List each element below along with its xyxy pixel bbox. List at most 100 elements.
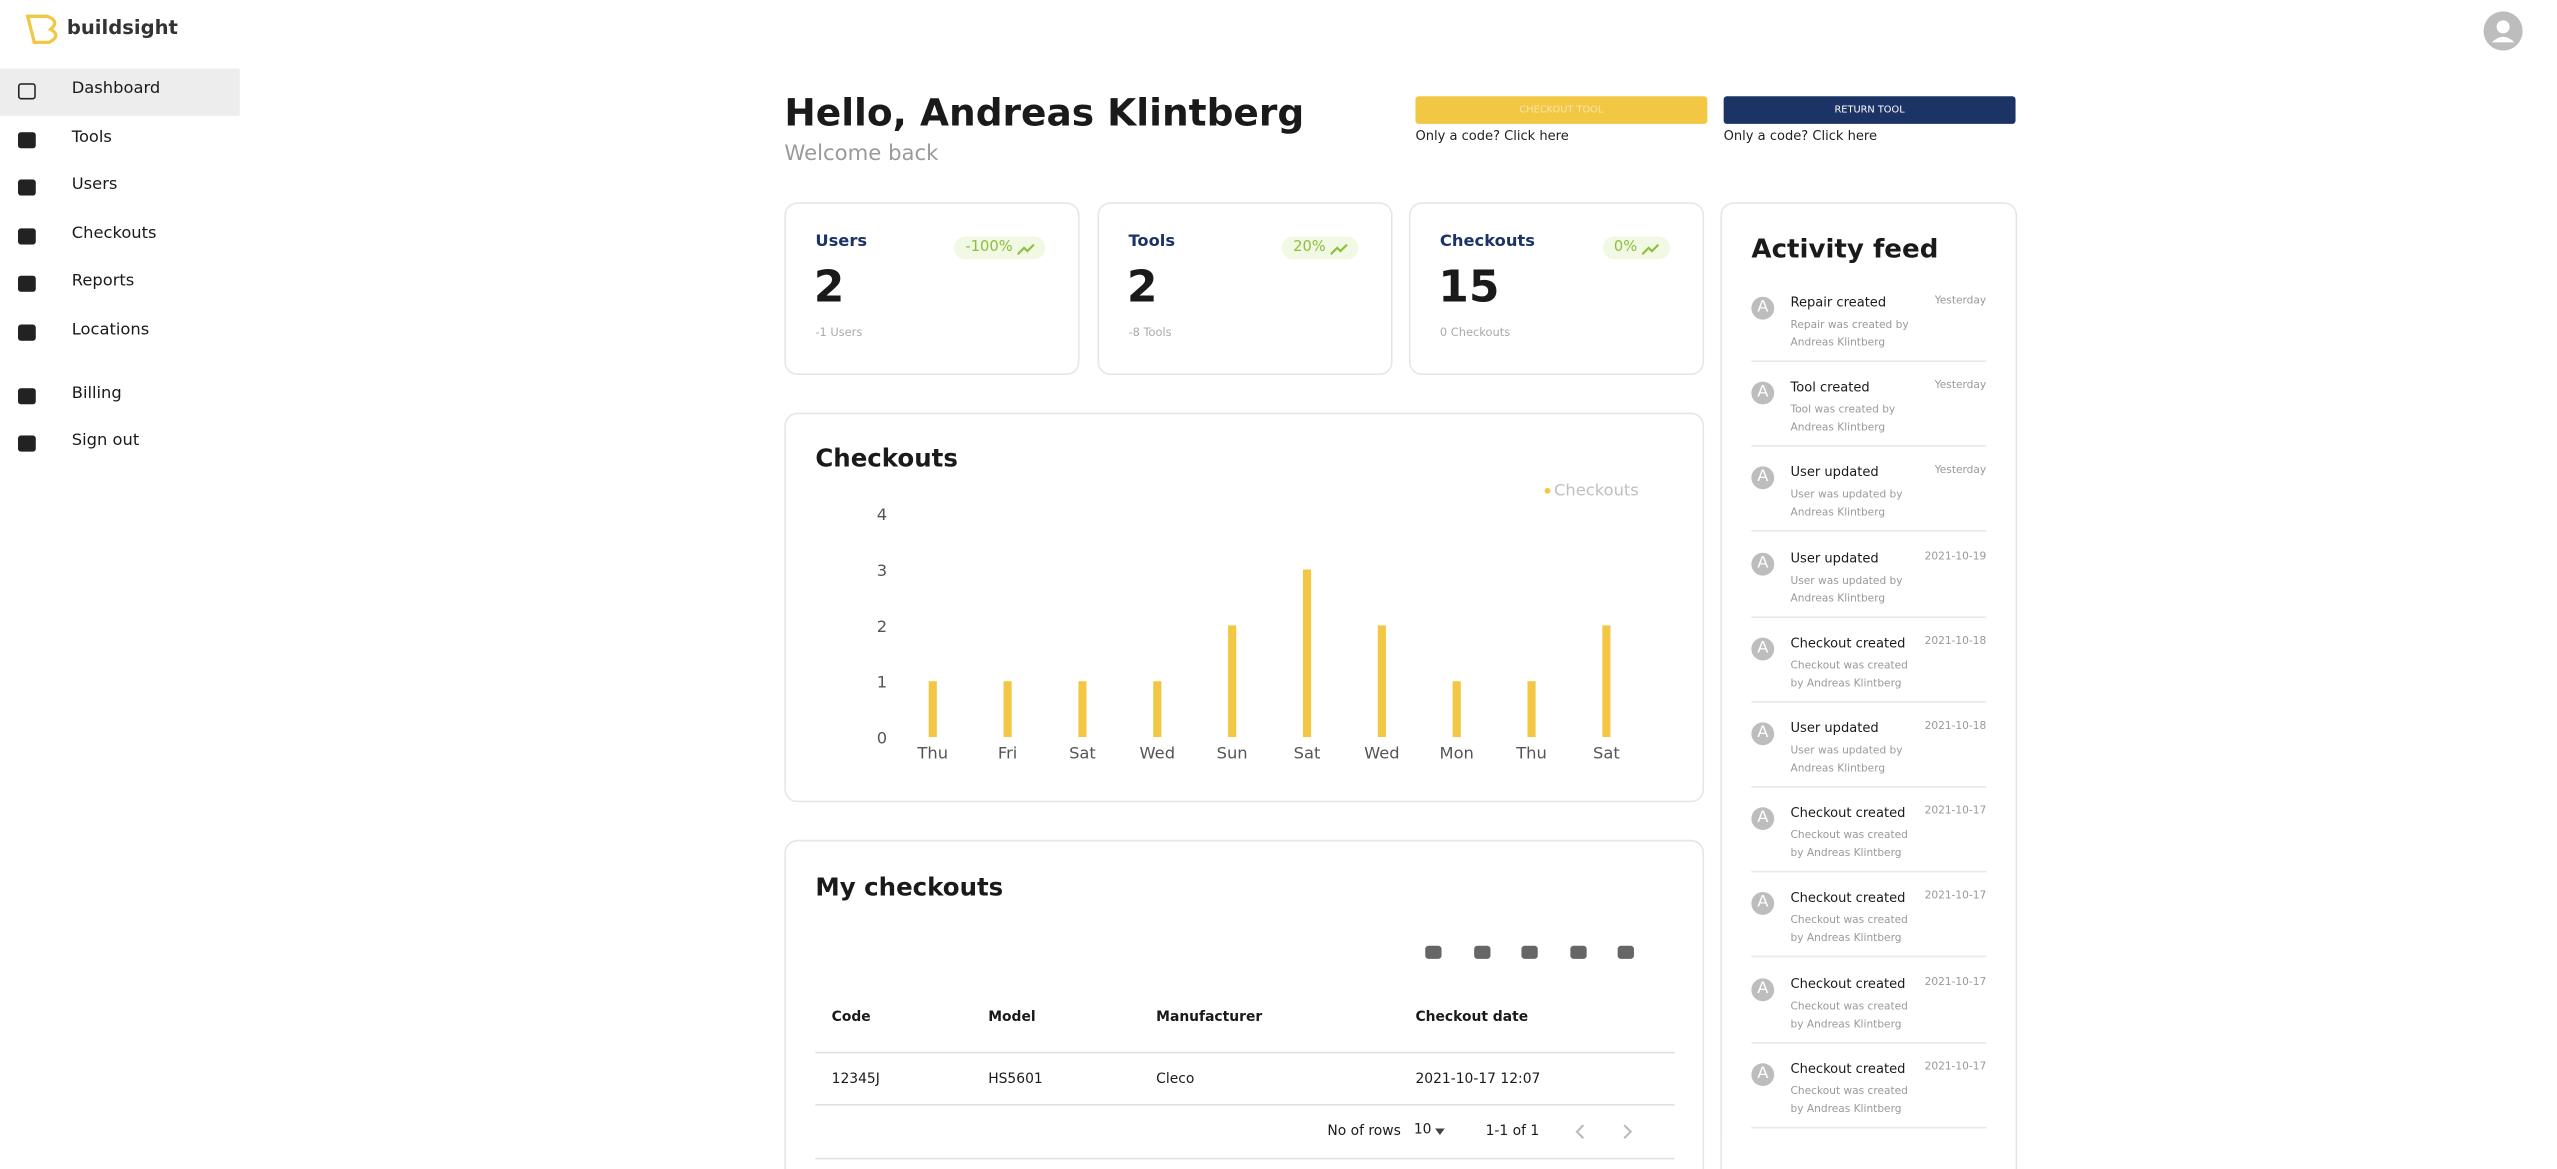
- activity-item-title: Checkout created: [1790, 805, 1906, 821]
- activity-divider: [1751, 700, 1987, 703]
- activity-avatar: A: [1751, 296, 1775, 320]
- nav-icon: [17, 228, 36, 245]
- x-tick-label: Sat: [1294, 743, 1321, 762]
- bar: [1452, 681, 1461, 738]
- nav-item[interactable]: Locations: [71, 321, 150, 340]
- x-tick-label: Wed: [1140, 743, 1176, 762]
- stat-value: 2: [1126, 262, 1158, 314]
- trend-line: [1017, 243, 1035, 256]
- nav-item[interactable]: Sign out: [71, 432, 140, 451]
- toolbar-icon: [1425, 945, 1442, 959]
- nav-item[interactable]: Checkouts: [71, 225, 157, 243]
- row-divider: [815, 1051, 1675, 1054]
- x-tick-label: Thu: [1515, 743, 1547, 762]
- icon-shape: [17, 228, 36, 245]
- x-tick-label: Sat: [1593, 743, 1620, 762]
- column-header[interactable]: Checkout date: [1415, 1009, 1529, 1026]
- stat-change: 20%: [1281, 236, 1359, 260]
- stat-card: Users -100% 2 -1 Users: [784, 202, 1080, 376]
- rows-select[interactable]: 10: [1413, 1121, 1432, 1139]
- icon-shape: [17, 388, 36, 405]
- toolbar-icon: [1521, 945, 1538, 959]
- brand: buildsight: [66, 16, 178, 40]
- x-tick-label: Sat: [1069, 743, 1096, 762]
- bar: [1153, 681, 1162, 738]
- activity-divider: [1751, 871, 1987, 873]
- action-button[interactable]: RETURN TOOL: [1723, 96, 2016, 124]
- column-header[interactable]: Manufacturer: [1156, 1009, 1263, 1026]
- table-card: My checkouts Code Model Manufacturer Checkou…: [784, 839, 1705, 1169]
- bar: [1602, 625, 1611, 738]
- x-tick-label: Mon: [1440, 743, 1474, 762]
- column-header[interactable]: Code: [831, 1009, 871, 1026]
- activity-avatar: A: [1751, 892, 1775, 916]
- icon-shape: [17, 179, 36, 196]
- activity-divider: [1751, 615, 1987, 618]
- nav-icon: [17, 275, 36, 292]
- trend-icon: [1330, 243, 1348, 256]
- toolbar-shape: [1570, 945, 1587, 959]
- y-tick-label: 4: [877, 505, 887, 524]
- table-cell: 2021-10-17 12:07: [1415, 1071, 1541, 1088]
- logo-icon: [25, 14, 58, 45]
- stat-note: -1 Users: [815, 326, 863, 340]
- avatar-head: [2496, 20, 2510, 34]
- toolbar-icon: [1617, 945, 1634, 959]
- table-cell: 12345J: [831, 1071, 880, 1088]
- dropdown-icon: [1435, 1128, 1445, 1135]
- activity-item-title: Checkout created: [1790, 635, 1906, 651]
- activity-time: 2021-10-18: [1924, 719, 1987, 733]
- activity-time: 2021-10-17: [1924, 974, 1987, 988]
- activity-time: 2021-10-18: [1924, 634, 1987, 648]
- x-tick-label: Fri: [998, 743, 1017, 762]
- stat-value: 2: [813, 262, 845, 314]
- activity-item-title: Checkout created: [1790, 976, 1906, 991]
- stat-value: 15: [1438, 262, 1500, 314]
- activity-detail: Checkout was created by Andreas Klintber…: [1790, 1084, 1908, 1116]
- activity-avatar: A: [1751, 807, 1775, 831]
- page-range: 1-1 of 1: [1485, 1123, 1540, 1140]
- activity-divider: [1751, 1126, 1987, 1129]
- bar: [1078, 681, 1087, 738]
- bar: [1003, 681, 1012, 738]
- nav-item[interactable]: Billing: [71, 384, 122, 403]
- activity-item-title: Repair created: [1790, 295, 1887, 310]
- toolbar-shape: [1474, 945, 1491, 959]
- row-divider: [815, 1103, 1675, 1106]
- subtitle: Welcome back: [784, 141, 939, 167]
- nav-icon: [17, 83, 36, 100]
- nav-item[interactable]: Dashboard: [71, 79, 161, 98]
- activity-detail: User was updated by Andreas Klintberg: [1790, 743, 1903, 775]
- action-hint[interactable]: Only a code? Click here: [1723, 128, 1877, 144]
- table-title: My checkouts: [815, 872, 1004, 902]
- activity-title: Activity feed: [1751, 233, 1939, 265]
- action-hint[interactable]: Only a code? Click here: [1415, 128, 1569, 144]
- bar: [1228, 625, 1237, 738]
- activity-time: Yesterday: [1934, 378, 1987, 392]
- nav-item[interactable]: Users: [71, 176, 118, 195]
- nav-icon: [17, 132, 36, 149]
- activity-card: Activity feed A Repair created Yesterday Rep…: [1720, 202, 2018, 1169]
- activity-item-title: Tool created: [1790, 380, 1870, 395]
- icon-shape: [17, 324, 36, 341]
- bar: [1377, 625, 1386, 738]
- nav-item[interactable]: Tools: [71, 128, 112, 147]
- greeting: Hello, Andreas Klintberg: [784, 92, 1305, 136]
- rows-label: No of rows: [1327, 1123, 1401, 1140]
- action-button[interactable]: CHECKOUT TOOL: [1415, 96, 1708, 124]
- legend-label: Checkouts: [1554, 481, 1639, 500]
- nav-icon: [17, 179, 36, 196]
- legend-swatch: [1544, 487, 1551, 494]
- profile-avatar: [2483, 11, 2523, 51]
- stat-title: Checkouts: [1439, 233, 1535, 252]
- activity-item-title: User updated: [1790, 720, 1879, 736]
- bar: [928, 681, 937, 738]
- nav-item[interactable]: Reports: [71, 272, 135, 291]
- activity-time: 2021-10-17: [1924, 804, 1987, 818]
- column-header[interactable]: Model: [988, 1009, 1036, 1026]
- activity-time: 2021-10-17: [1924, 1059, 1987, 1073]
- chevron: [1623, 1124, 1633, 1139]
- icon-shape: [17, 132, 36, 149]
- stat-card: Tools 20% 2 -8 Tools: [1097, 202, 1393, 376]
- page-nav: [1623, 1124, 1633, 1139]
